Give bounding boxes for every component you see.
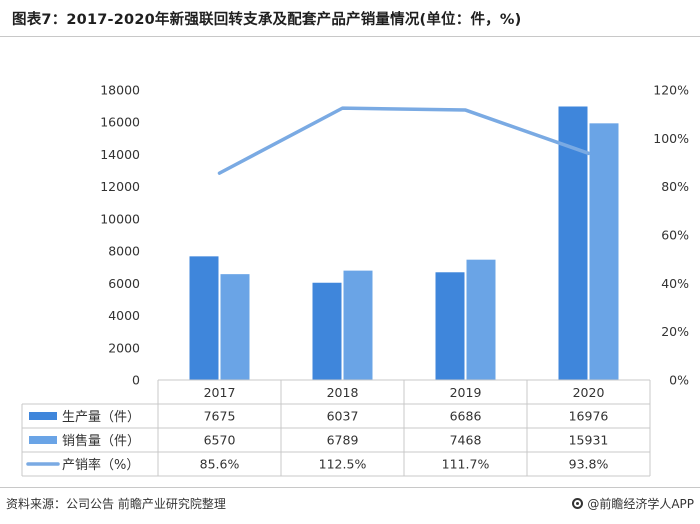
left-tick-label: 12000 (100, 179, 140, 194)
data-label: 7675 (204, 409, 236, 424)
data-label: 6570 (204, 433, 236, 448)
bar-production (435, 272, 465, 380)
data-label: 85.6% (200, 457, 240, 472)
rate-line (217, 106, 591, 175)
data-label: 93.8% (569, 457, 609, 472)
left-tick-label: 8000 (108, 244, 140, 259)
data-label: 6686 (450, 409, 482, 424)
legend-label: 销售量（件） (62, 433, 140, 449)
chart: 0 2000 4000 6000 8000 10000 12000 14000 16000 180… (21, 83, 689, 477)
rate-line-group (217, 106, 591, 175)
brand-logo-icon (572, 498, 584, 509)
left-tick-label: 0 (132, 373, 140, 388)
right-axis: 0% 20% 40% 60% 80% 100% 120% (653, 83, 689, 388)
bar-sales (466, 259, 496, 380)
data-table: 2017 2018 2019 2020 生产量（件） 7675 6037 6686 16976 销… (21, 379, 651, 477)
right-tick-label: 120% (653, 83, 689, 98)
right-tick-label: 100% (653, 131, 689, 146)
category-label: 2019 (450, 385, 482, 400)
right-tick-label: 60% (661, 228, 689, 243)
data-label: 16976 (569, 409, 609, 424)
category-label: 2018 (327, 385, 359, 400)
right-tick-label: 40% (661, 276, 689, 291)
bar-sales (220, 274, 250, 380)
category-label: 2020 (573, 385, 605, 400)
left-tick-label: 10000 (100, 211, 140, 226)
legend-label: 生产量（件） (62, 410, 140, 425)
footer-divider (0, 487, 700, 488)
legend-key-production (29, 412, 57, 420)
right-tick-label: 20% (661, 324, 689, 339)
data-label: 6789 (327, 433, 359, 448)
left-tick-label: 16000 (100, 115, 140, 130)
left-tick-label: 4000 (108, 308, 140, 323)
legend-label: 产销率（%） (62, 457, 139, 473)
source-note: 资料来源：公司公告 前瞻产业研究院整理 (6, 497, 226, 511)
data-label: 112.5% (319, 457, 367, 472)
title-divider (0, 36, 700, 37)
left-tick-label: 18000 (100, 83, 140, 98)
legend-key-sales (29, 436, 57, 444)
data-label: 15931 (569, 433, 609, 448)
data-label: 111.7% (442, 457, 490, 472)
category-label: 2017 (204, 385, 236, 400)
bar-production (189, 256, 219, 380)
brand-text: @前瞻经济学人APP (587, 497, 694, 511)
left-axis: 0 2000 4000 6000 8000 10000 12000 14000 16000 180… (100, 83, 140, 388)
data-label: 6037 (327, 409, 359, 424)
left-tick-label: 2000 (108, 340, 140, 355)
bar-production (312, 282, 342, 380)
right-tick-label: 0% (669, 373, 689, 388)
chart-title: 图表7：2017-2020年新强联回转支承及配套产品产销量情况(单位：件，%) (12, 12, 522, 28)
right-tick-label: 80% (661, 179, 689, 194)
bar-group (189, 106, 619, 381)
data-label: 7468 (450, 433, 482, 448)
left-tick-label: 6000 (108, 276, 140, 291)
left-tick-label: 14000 (100, 147, 140, 162)
bar-sales (343, 270, 373, 380)
bar-sales (589, 123, 619, 380)
brand: @前瞻经济学人APP (572, 495, 694, 512)
